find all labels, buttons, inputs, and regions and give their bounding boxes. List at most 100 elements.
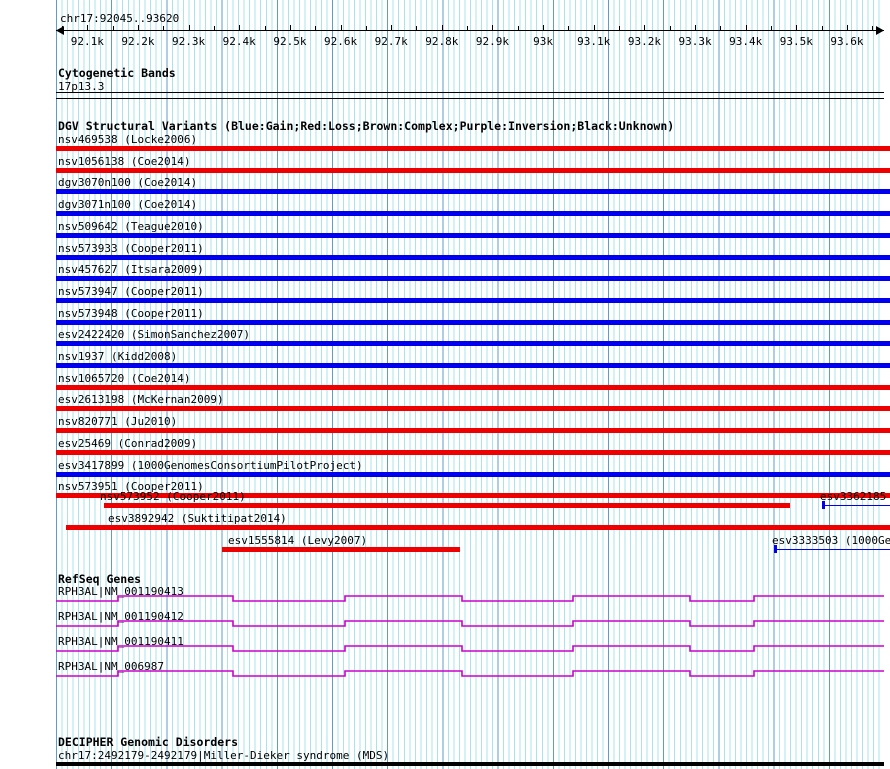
dgv-variant-label[interactable]: nsv573947 (Cooper2011) — [58, 285, 204, 298]
refseq-gene-model[interactable] — [0, 617, 890, 631]
dgv-variant-bar[interactable] — [222, 547, 460, 552]
ruler-tick — [594, 25, 595, 31]
dgv-variant-label[interactable]: dgv3070n100 (Coe2014) — [58, 176, 198, 189]
dgv-variant-bar[interactable] — [56, 472, 890, 477]
refseq-title: RefSeq Genes — [58, 572, 142, 586]
dgv-variant-label[interactable]: esv25469 (Conrad2009) — [58, 437, 198, 450]
ruler-tick-label: 92.7k — [374, 35, 408, 48]
ruler-tick-label: 92.8k — [425, 35, 459, 48]
dgv-variant-thin-line[interactable] — [776, 549, 890, 550]
dgv-variant-label[interactable]: nsv457627 (Itsara2009) — [58, 263, 204, 276]
ruler-tick-label: 92.6k — [323, 35, 358, 48]
dgv-variant-bar[interactable] — [56, 428, 890, 433]
dgv-variant-bar[interactable] — [56, 276, 890, 281]
ruler-tick — [138, 25, 139, 31]
ruler-tick-label: 93.5k — [779, 35, 813, 48]
ruler-tick — [771, 26, 772, 30]
ruler-tick — [341, 25, 342, 31]
dgv-variant-marker[interactable] — [774, 545, 777, 553]
decipher-disorder-label[interactable]: chr17:2492179-2492179|Miller-Dieker synd… — [58, 749, 390, 762]
dgv-variant-bar[interactable] — [56, 233, 890, 238]
dgv-variant-bar[interactable] — [56, 255, 890, 260]
dgv-variant-label[interactable]: esv1555814 (Levy2007) — [228, 534, 368, 547]
ruler-tick-label: 92.3k — [172, 35, 206, 48]
ruler-tick — [290, 25, 291, 31]
dgv-variant-label[interactable]: esv2613198 (McKernan2009) — [58, 393, 224, 406]
dgv-variant-bar[interactable] — [56, 385, 890, 390]
refseq-gene-model[interactable] — [0, 592, 890, 606]
dgv-title: DGV Structural Variants (Blue:Gain;Red:L… — [58, 119, 675, 133]
dgv-variant-bar[interactable] — [56, 406, 890, 411]
dgv-variant-bar[interactable] — [66, 525, 890, 530]
ruler-tick — [796, 25, 797, 31]
refseq-gene-model[interactable] — [0, 642, 890, 656]
cytoband-line-top — [56, 92, 884, 93]
refseq-gene-label[interactable]: RPH3AL|NM_006987 — [58, 660, 164, 673]
ruler-tick-label: 93.4k — [729, 35, 763, 48]
dgv-variant-label[interactable]: nsv1056138 (Coe2014) — [58, 155, 191, 168]
dgv-variant-label[interactable]: esv3417899 (1000GenomesConsortiumPilotPr… — [58, 459, 363, 472]
ruler-tick — [746, 25, 747, 31]
dgv-variant-label[interactable]: nsv509642 (Teague2010) — [58, 220, 204, 233]
ruler-tick — [518, 26, 519, 30]
dgv-variant-label[interactable]: nsv573948 (Cooper2011) — [58, 307, 204, 320]
ruler-tick-label: 92.9k — [475, 35, 510, 48]
dgv-variant-label[interactable]: nsv573933 (Cooper2011) — [58, 242, 204, 255]
locus-label: chr17:92045..93620 — [60, 12, 180, 25]
ruler-tick — [163, 26, 164, 30]
dgv-variant-bar[interactable] — [56, 363, 890, 368]
dgv-variant-bar[interactable] — [104, 503, 790, 508]
dgv-variant-label[interactable]: esv3892942 (Suktitipat2014) — [108, 512, 287, 525]
dgv-variant-bar[interactable] — [56, 168, 890, 173]
dgv-variant-label[interactable]: nsv820771 (Ju2010) — [58, 415, 178, 428]
ruler-tick — [315, 26, 316, 30]
dgv-variant-label[interactable]: nsv1065720 (Coe2014) — [58, 372, 191, 385]
ruler-tick — [442, 25, 443, 31]
ruler-tick — [872, 26, 873, 30]
ruler-tick — [62, 26, 63, 30]
refseq-gene-label[interactable]: RPH3AL|NM_001190412 — [58, 610, 184, 623]
dgv-variant-bar[interactable] — [56, 146, 890, 151]
refseq-gene-label[interactable]: RPH3AL|NM_001190413 — [58, 585, 184, 598]
ruler-tick — [543, 25, 544, 31]
ruler-tick — [670, 26, 671, 30]
dgv-variant-bar[interactable] — [56, 298, 890, 303]
refseq-gene-model[interactable] — [0, 667, 890, 681]
dgv-variant-bar[interactable] — [56, 320, 890, 325]
ruler-tick — [87, 25, 88, 31]
dgv-variant-bar[interactable] — [56, 189, 890, 194]
ruler-tick — [619, 26, 620, 30]
ruler-tick — [239, 25, 240, 31]
dgv-variant-label[interactable]: nsv573951 (Cooper2011) — [58, 480, 204, 493]
ruler-tick — [189, 25, 190, 31]
dgv-variant-marker[interactable] — [822, 501, 825, 509]
dgv-variant-label[interactable]: esv3333503 (1000Geno — [772, 534, 890, 547]
decipher-disorder-bar[interactable] — [56, 762, 884, 766]
ruler-tick — [822, 26, 823, 30]
dgv-variant-bar[interactable] — [56, 341, 890, 346]
dgv-variant-label[interactable]: nsv573952 (Cooper2011) — [100, 490, 246, 503]
dgv-variant-label[interactable]: nsv1937 (Kidd2008) — [58, 350, 178, 363]
dgv-variant-bar[interactable] — [56, 493, 890, 498]
ruler-tick-label: 92.5k — [273, 35, 307, 48]
ruler-tick — [568, 26, 569, 30]
dgv-variant-label[interactable]: nsv469538 (Locke2006) — [58, 133, 198, 146]
ruler-tick-label: 93.2k — [627, 35, 661, 48]
dgv-variant-bar[interactable] — [56, 211, 890, 216]
ruler-tick — [265, 26, 266, 30]
ruler-tick — [416, 26, 417, 30]
refseq-gene-label[interactable]: RPH3AL|NM_001190411 — [58, 635, 184, 648]
cytoband-band-label: 17p13.3 — [58, 80, 105, 93]
dgv-variant-label[interactable]: dgv3071n100 (Coe2014) — [58, 198, 198, 211]
ruler-tick — [467, 26, 468, 30]
dgv-variant-thin-line[interactable] — [824, 505, 890, 506]
dgv-variant-label[interactable]: esv2422420 (SimonSanchez2007) — [58, 328, 251, 341]
dgv-variant-label[interactable]: esv3362185 — [820, 490, 887, 503]
ruler-tick — [366, 26, 367, 30]
dgv-variant-bar[interactable] — [56, 450, 890, 455]
ruler-tick-label: 93.1k — [577, 35, 611, 48]
